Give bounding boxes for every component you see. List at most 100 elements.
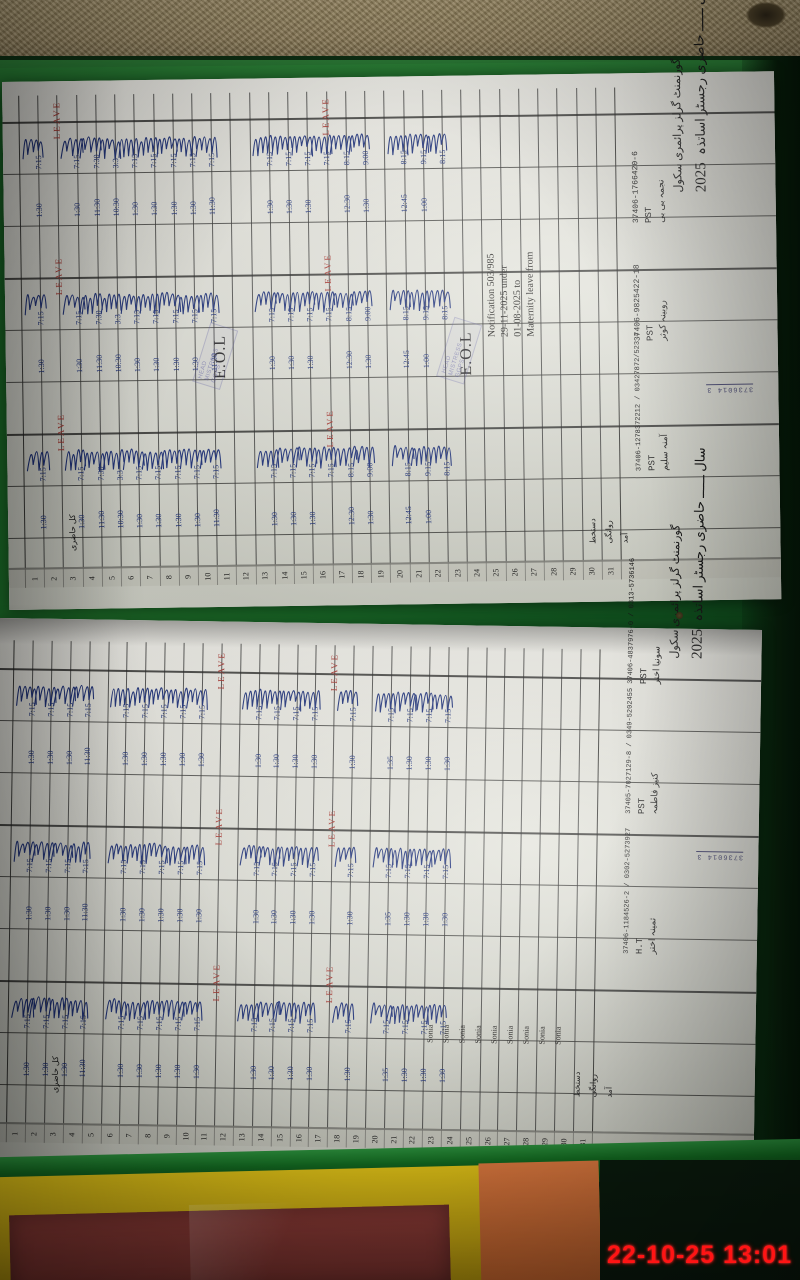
- arrival-time: 7:15: [308, 862, 318, 877]
- signature-mark: [116, 128, 139, 158]
- leave-marker: LEAVE: [326, 809, 338, 848]
- signature-mark: [274, 992, 297, 1022]
- signature-mark: [411, 682, 435, 713]
- note-line-1: Maternity leave from: [524, 251, 537, 337]
- departure-time: 1:30: [404, 756, 414, 771]
- departure-time: 11:30: [83, 747, 93, 766]
- departure-time: 1:35: [380, 1067, 390, 1083]
- signature-name: Sonia: [457, 1025, 467, 1044]
- arrival-time: 7:15: [173, 1016, 183, 1031]
- departure-time: 1:30: [45, 750, 55, 766]
- departure-time: 10:30: [115, 510, 126, 529]
- page-left-serial-stamp: 3736014 3: [706, 383, 754, 394]
- arrival-time: 7:30: [96, 466, 106, 481]
- page-right-school: گورنمنٹ گرلز پرائمری سکول: [668, 524, 683, 659]
- departure-time: 11:30: [92, 198, 102, 217]
- departure-time: 1:30: [402, 912, 412, 927]
- signature-mark: [176, 283, 201, 315]
- grid-column-line: [614, 87, 623, 580]
- departure-time: 11:30: [212, 509, 222, 528]
- departure-time: 1:30: [309, 754, 320, 770]
- signature-mark: [195, 283, 220, 313]
- arrival-time: 7:15: [291, 706, 302, 721]
- day-number-cell: 5: [86, 1132, 96, 1138]
- arrival-time: 3:3: [115, 469, 125, 481]
- arrival-time: 7:15: [305, 1018, 316, 1033]
- departure-time: 1:30: [175, 908, 185, 924]
- departure-time: 1:30: [442, 756, 452, 772]
- departure-time: 1:30: [154, 513, 164, 529]
- departure-time: 1:30: [308, 511, 318, 526]
- day-number-cell: 16: [318, 571, 328, 580]
- leave-marker: LEAVE: [55, 412, 67, 452]
- arrival-time: 7:15: [305, 307, 315, 322]
- signature-mark: [406, 994, 430, 1025]
- day-number-cell: 18: [356, 570, 366, 579]
- day-number-cell: 13: [237, 1133, 247, 1142]
- col-header-out-2: روانگی: [588, 1074, 598, 1098]
- arrival-time: 7:15: [343, 1019, 353, 1034]
- binding-stitch: [676, 612, 683, 619]
- arrival-time: 8:15: [341, 150, 351, 166]
- departure-time: 1:30: [265, 200, 275, 215]
- grid-row-line: [0, 771, 760, 785]
- grid-column-line: [459, 647, 469, 1150]
- arrival-time: 8:15: [345, 462, 356, 478]
- grid-column-line: [497, 647, 507, 1150]
- departure-time: 12:30: [346, 507, 356, 526]
- arrival-time: 7:15: [207, 152, 217, 167]
- grid-row-line: [0, 1083, 755, 1097]
- page-right-serial-stamp: 3736014 3: [696, 850, 744, 861]
- signature-mark: [123, 990, 146, 1021]
- day-number-cell: 6: [105, 1133, 115, 1138]
- leave-marker: LEAVE: [51, 101, 63, 140]
- grid-column-line: [575, 87, 584, 580]
- departure-time: 12:45: [402, 350, 412, 369]
- arrival-time: 7:15: [289, 862, 299, 877]
- col-header-out-1: روانگی: [604, 520, 614, 544]
- day-number-cell: 17: [337, 570, 347, 579]
- signature-mark: [9, 988, 34, 1018]
- signature-name: Sonia: [505, 1025, 515, 1045]
- signature-mark: [140, 440, 164, 471]
- arrival-time: 7:15: [170, 309, 180, 324]
- departure-time: 11:30: [94, 354, 104, 373]
- arrival-time: 7:15: [310, 706, 320, 721]
- departure-time: 1:30: [267, 356, 277, 371]
- arrival-time: 7:15: [307, 463, 317, 478]
- arrival-time: 7:15: [283, 151, 294, 166]
- r-staff-designation-3: H.T: [634, 937, 646, 955]
- signature-mark: [294, 438, 318, 468]
- signature-mark: [97, 128, 122, 159]
- departure-time: 1:30: [267, 1066, 277, 1081]
- grid-column-line: [213, 643, 223, 1146]
- departure-time: 1:30: [36, 359, 47, 374]
- signature-mark: [241, 680, 263, 710]
- signature-name: Sonia: [473, 1025, 483, 1044]
- signature-mark: [31, 832, 55, 862]
- page-left-school: گورنمنٹ گرلز پرائمری سکول: [670, 58, 685, 193]
- arrival-time: 7:15: [192, 1016, 202, 1032]
- departure-time: 1:30: [158, 752, 168, 767]
- day-number-cell: 31: [606, 566, 616, 576]
- signature-mark: [69, 833, 91, 863]
- day-number-cell: 7: [124, 1133, 134, 1138]
- arrival-time: 7:15: [197, 704, 207, 720]
- arrival-time: 7:15: [119, 859, 129, 874]
- arrival-time: 7:15: [65, 702, 75, 718]
- departure-time: 12:30: [344, 351, 354, 370]
- signature-mark: [71, 677, 95, 707]
- day-number-cell: 4: [67, 1132, 77, 1137]
- signature-mark: [373, 682, 396, 714]
- signature-mark: [78, 129, 102, 159]
- leave-marker: LEAVE: [320, 97, 332, 136]
- arrival-time: 9:00: [360, 150, 371, 165]
- signature-mark: [104, 989, 127, 1020]
- departure-time: 1:30: [269, 512, 279, 527]
- grid-column-line: [232, 643, 242, 1146]
- signature-mark: [388, 280, 411, 311]
- day-number-cell: 20: [369, 1135, 380, 1144]
- arrival-time: 7:15: [288, 463, 298, 478]
- signature-mark: [157, 283, 182, 314]
- leave-marker: LEAVE: [324, 964, 335, 1004]
